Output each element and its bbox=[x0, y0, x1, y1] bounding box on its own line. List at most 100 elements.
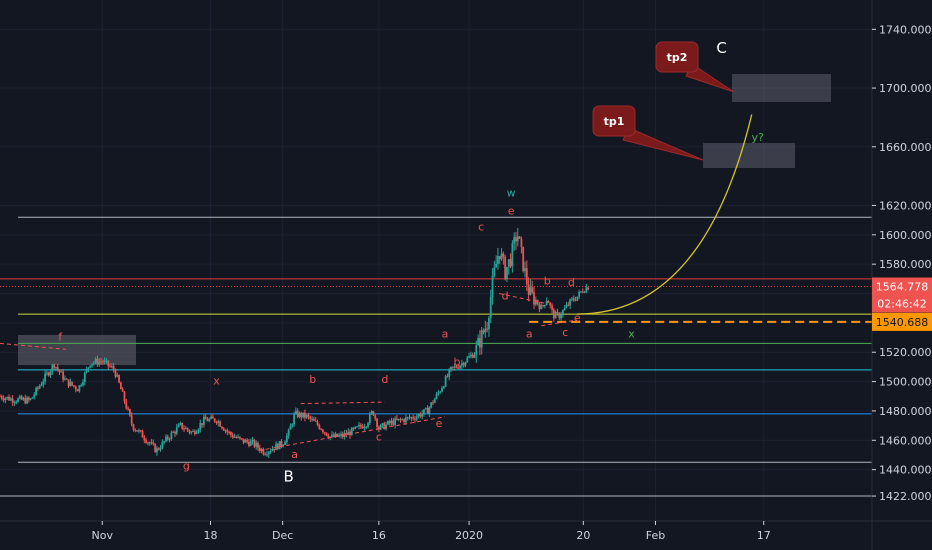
tp1-callout-box[interactable] bbox=[592, 105, 636, 137]
candle-body[interactable] bbox=[529, 287, 532, 295]
candle-body[interactable] bbox=[110, 366, 113, 368]
candle-body[interactable] bbox=[230, 432, 232, 435]
candle-body[interactable] bbox=[22, 398, 25, 400]
candle-body[interactable] bbox=[143, 437, 146, 441]
candle-body[interactable] bbox=[56, 367, 59, 370]
candle-body[interactable] bbox=[267, 451, 270, 455]
candle-body[interactable] bbox=[504, 256, 507, 280]
candle-body[interactable] bbox=[309, 416, 312, 419]
candle-body[interactable] bbox=[147, 442, 149, 444]
candle-body[interactable] bbox=[31, 397, 34, 399]
candle-body[interactable] bbox=[76, 389, 79, 392]
candle-body[interactable] bbox=[498, 256, 501, 260]
candle-body[interactable] bbox=[116, 375, 119, 377]
candle-body[interactable] bbox=[486, 328, 489, 330]
candle-body[interactable] bbox=[572, 298, 575, 301]
candle-body[interactable] bbox=[55, 367, 57, 369]
candle-body[interactable] bbox=[435, 393, 438, 399]
candle-body[interactable] bbox=[101, 361, 104, 363]
candlesticks[interactable] bbox=[0, 228, 590, 458]
candle-body[interactable] bbox=[370, 411, 373, 414]
candle-body[interactable] bbox=[192, 431, 194, 433]
candle-body[interactable] bbox=[543, 304, 546, 306]
candle-body[interactable] bbox=[410, 417, 413, 419]
candle-body[interactable] bbox=[96, 358, 99, 365]
candle-body[interactable] bbox=[291, 424, 294, 427]
candle-body[interactable] bbox=[174, 431, 176, 434]
candle-body[interactable] bbox=[408, 417, 411, 419]
candle-body[interactable] bbox=[563, 307, 566, 311]
candle-body[interactable] bbox=[197, 429, 200, 432]
candle-body[interactable] bbox=[199, 423, 202, 430]
candle-body[interactable] bbox=[211, 416, 214, 419]
candle-body[interactable] bbox=[20, 396, 23, 400]
candle-body[interactable] bbox=[500, 253, 503, 260]
candle-body[interactable] bbox=[112, 366, 115, 370]
candle-body[interactable] bbox=[302, 412, 304, 418]
candle-body[interactable] bbox=[556, 312, 559, 314]
candle-body[interactable] bbox=[249, 441, 252, 446]
candle-body[interactable] bbox=[89, 365, 92, 368]
candle-body[interactable] bbox=[327, 435, 330, 438]
countdown-badge[interactable] bbox=[872, 295, 932, 313]
candle-body[interactable] bbox=[217, 421, 220, 423]
candle-body[interactable] bbox=[354, 426, 357, 429]
candle-body[interactable] bbox=[545, 300, 548, 305]
candle-body[interactable] bbox=[2, 398, 5, 401]
candle-body[interactable] bbox=[531, 287, 534, 293]
candle-body[interactable] bbox=[551, 305, 553, 310]
candle-body[interactable] bbox=[231, 434, 234, 438]
candle-body[interactable] bbox=[78, 385, 81, 392]
candle-body[interactable] bbox=[179, 422, 182, 425]
candle-body[interactable] bbox=[419, 414, 422, 417]
candle-body[interactable] bbox=[406, 417, 409, 419]
candle-body[interactable] bbox=[255, 442, 258, 447]
candle-body[interactable] bbox=[215, 421, 218, 423]
candle-body[interactable] bbox=[424, 408, 427, 410]
candle-body[interactable] bbox=[469, 354, 472, 357]
candle-body[interactable] bbox=[376, 418, 378, 427]
candle-body[interactable] bbox=[87, 367, 90, 369]
candle-body[interactable] bbox=[105, 360, 108, 362]
candle-body[interactable] bbox=[190, 431, 193, 433]
candle-body[interactable] bbox=[17, 398, 19, 402]
candle-body[interactable] bbox=[184, 428, 187, 430]
candle-body[interactable] bbox=[502, 253, 505, 257]
candle-body[interactable] bbox=[163, 441, 166, 443]
candle-body[interactable] bbox=[24, 398, 27, 404]
candle-body[interactable] bbox=[60, 371, 63, 373]
candle-body[interactable] bbox=[33, 394, 36, 398]
candle-body[interactable] bbox=[145, 440, 148, 443]
candle-body[interactable] bbox=[213, 418, 216, 422]
candle-body[interactable] bbox=[257, 442, 259, 448]
candle-body[interactable] bbox=[262, 449, 265, 455]
candle-body[interactable] bbox=[47, 372, 50, 376]
candle-body[interactable] bbox=[193, 431, 196, 434]
candle-body[interactable] bbox=[40, 384, 43, 386]
candle-body[interactable] bbox=[574, 300, 577, 302]
candle-body[interactable] bbox=[166, 436, 169, 440]
candle-body[interactable] bbox=[576, 296, 579, 301]
candle-body[interactable] bbox=[138, 430, 140, 432]
candle-body[interactable] bbox=[493, 267, 496, 276]
candle-body[interactable] bbox=[118, 375, 120, 383]
candle-body[interactable] bbox=[372, 411, 375, 416]
candle-body[interactable] bbox=[534, 299, 537, 305]
candle-body[interactable] bbox=[462, 363, 465, 366]
candle-body[interactable] bbox=[320, 428, 323, 430]
candle-body[interactable] bbox=[69, 381, 72, 387]
candle-body[interactable] bbox=[484, 328, 487, 333]
candle-body[interactable] bbox=[289, 426, 292, 430]
candle-body[interactable] bbox=[38, 385, 41, 389]
candle-body[interactable] bbox=[368, 413, 371, 424]
drawings[interactable]: tp1 tp2 bbox=[0, 41, 753, 452]
candle-body[interactable] bbox=[345, 433, 348, 435]
candle-body[interactable] bbox=[134, 429, 137, 431]
candle-body[interactable] bbox=[350, 427, 353, 436]
candle-body[interactable] bbox=[222, 428, 225, 431]
candle-body[interactable] bbox=[80, 385, 83, 387]
candle-body[interactable] bbox=[381, 423, 384, 425]
candle-body[interactable] bbox=[204, 416, 207, 420]
range-zone-rect[interactable] bbox=[18, 335, 136, 365]
